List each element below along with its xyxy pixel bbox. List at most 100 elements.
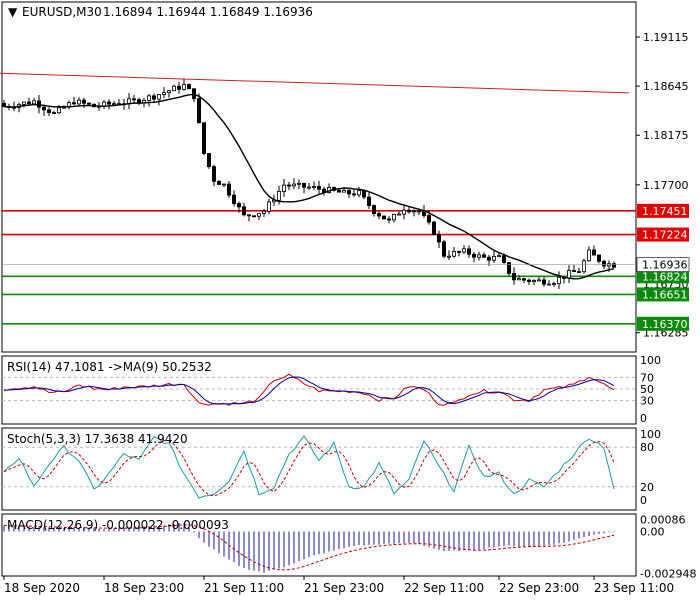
candle-body <box>547 283 552 286</box>
candle-body <box>426 215 431 223</box>
stoch-panel-frame <box>1 427 637 511</box>
candle-body <box>131 98 136 101</box>
price-panel-frame <box>1 1 637 353</box>
level-tag-bg <box>637 269 689 284</box>
candle-body <box>481 254 486 258</box>
candle-body <box>476 254 481 258</box>
rsi-tick-label: 100 <box>640 354 661 367</box>
candle-body <box>146 95 151 101</box>
candle-body <box>206 153 211 168</box>
time-tick-label: 22 Sep 11:00 <box>404 581 484 595</box>
candle-body <box>306 186 311 189</box>
candle-body <box>32 100 37 105</box>
candle-body <box>87 102 92 105</box>
candle-body <box>512 273 517 281</box>
candle-body <box>456 251 461 253</box>
macd-signal-line <box>3 524 615 571</box>
collapse-triangle-icon[interactable]: ▼ <box>8 5 18 19</box>
candle-body <box>391 213 396 221</box>
candle-body <box>181 84 186 90</box>
candle-body <box>301 182 306 188</box>
last-price-tag-bg <box>636 257 690 272</box>
candle-body <box>522 278 527 281</box>
symbol-timeframe-label: EURUSD,M30 <box>22 5 102 19</box>
candle-body <box>577 271 582 274</box>
candle-body <box>201 122 206 154</box>
macd-histogram-layer <box>3 522 615 573</box>
macd-tick-label: -0.002948 <box>640 567 696 580</box>
candle-body <box>107 101 112 105</box>
candle-body <box>532 280 537 283</box>
candle-body <box>582 260 587 273</box>
candle-body <box>567 270 572 279</box>
candle-body <box>47 109 52 114</box>
level-tag-label: 1.17451 <box>642 205 688 218</box>
candle-body <box>401 209 406 215</box>
candle-body <box>251 215 256 218</box>
levels-layer <box>2 210 636 325</box>
level-tag-label: 1.16370 <box>642 318 688 331</box>
price-tick-label: 1.17700 <box>643 179 689 192</box>
candle-body <box>542 279 547 285</box>
candle-body <box>216 180 221 185</box>
candle-body <box>246 214 251 217</box>
candle-body <box>587 249 592 262</box>
candle-body <box>261 210 266 214</box>
moving-average-line <box>3 93 615 280</box>
candle-body <box>416 210 421 213</box>
candle-body <box>506 262 511 274</box>
candle-body <box>286 184 291 187</box>
rsi-signal-line <box>3 376 615 405</box>
time-tick-label: 18 Sep 23:00 <box>104 581 184 595</box>
time-tick-label: 22 Sep 23:00 <box>499 581 579 595</box>
macd-signal-layer <box>3 524 615 571</box>
level-tag-label: 1.16824 <box>642 270 688 283</box>
candle-body <box>266 201 271 212</box>
candle-body <box>552 283 557 285</box>
descending-trendline <box>0 72 630 94</box>
candle-body <box>256 213 261 217</box>
rsi-main-line <box>3 373 615 406</box>
candle-body <box>496 255 501 258</box>
rsi-tick-label: 0 <box>640 412 647 425</box>
candle-body <box>221 183 226 186</box>
time-tick-label: 18 Sep 2020 <box>4 581 80 595</box>
candle-body <box>77 99 82 105</box>
candle-body <box>486 256 491 261</box>
candle-body <box>281 184 286 192</box>
candle-body <box>21 101 26 105</box>
candle-body <box>191 88 196 100</box>
candle-body <box>161 92 166 95</box>
candle-body <box>276 190 281 201</box>
candle-body <box>37 100 42 108</box>
candle-body <box>226 183 231 196</box>
candle-body <box>356 190 361 196</box>
stoch-signal-line <box>3 439 615 497</box>
level-tag-bg <box>637 227 689 242</box>
macd-tick-label: 0.00086 <box>640 513 686 526</box>
level-price-tags: 1.17451 1.17224 1.16824 1.16651 1.16370 1.169… <box>2 203 690 331</box>
time-tick-label: 21 Sep 11:00 <box>204 581 284 595</box>
candle-body <box>381 215 386 220</box>
stoch-label: Stoch(5,3,3) 17.3638 41.9420 <box>7 432 188 446</box>
candle-body <box>291 183 296 187</box>
last-price-tag-label: 1.16936 <box>642 259 688 272</box>
candle-body <box>446 255 451 258</box>
macd-panel: MACD(12,26,9) -0.000022 -0.000093 0.0008… <box>1 513 696 580</box>
rsi-tick-label: 30 <box>640 395 654 408</box>
candle-body <box>471 253 476 258</box>
price-panel: ▼ EURUSD,M30 1.16894 1.16944 1.16849 1.1… <box>0 1 690 353</box>
price-tick-label: 1.19115 <box>643 31 689 44</box>
stoch-tick-label: 0 <box>640 494 647 507</box>
candle-body <box>592 249 597 256</box>
candle-body <box>316 185 321 190</box>
candles-layer <box>2 79 617 290</box>
candle-body <box>341 189 346 193</box>
rsi-tick-label: 70 <box>640 371 654 384</box>
candle-body <box>57 107 62 114</box>
candle-body <box>602 260 607 267</box>
candle-body <box>441 241 446 257</box>
candle-body <box>431 221 436 235</box>
